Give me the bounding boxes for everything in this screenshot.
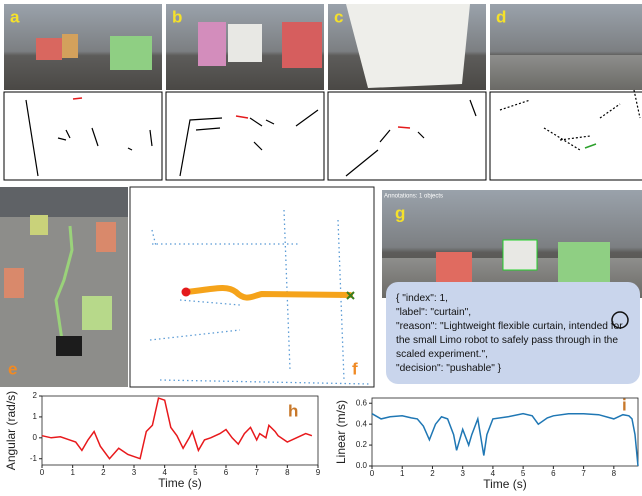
y-tick-label: 0.6 (356, 398, 368, 407)
llm-line: { "index": 1, (396, 293, 448, 304)
scan-points (26, 100, 152, 176)
scan-object (398, 127, 410, 128)
x-tick-label: 9 (316, 468, 321, 477)
scan-object (236, 116, 248, 118)
box (36, 38, 62, 60)
x-tick-label: 7 (254, 468, 259, 477)
scan (328, 92, 486, 180)
scan-points (500, 90, 640, 150)
y-tick-label: -1 (30, 454, 38, 463)
llm-line: scaled experiment.", (396, 349, 488, 360)
llm-line: "label": "curtain", (396, 307, 471, 318)
scan-robot (585, 144, 596, 148)
llm-line: "decision": "pushable" } (396, 363, 502, 374)
x-tick-label: 1 (400, 469, 405, 478)
x-tick-label: 0 (40, 468, 45, 477)
x-tick-label: 6 (551, 469, 556, 478)
panel-label: d (496, 7, 506, 26)
box (110, 36, 152, 70)
y-tick-label: 2 (33, 391, 38, 400)
panel-label: g (395, 203, 405, 222)
map (130, 187, 374, 387)
y-axis-label: Angular (rad/s) (4, 391, 18, 470)
scan (166, 92, 324, 180)
x-tick-label: 2 (430, 469, 435, 478)
panel-label: b (172, 7, 182, 26)
x-tick-label: 8 (612, 469, 617, 478)
photo-panels (4, 4, 642, 90)
panel-label: f (352, 359, 358, 378)
plot-frame (42, 396, 318, 465)
x-tick-label: 1 (70, 468, 75, 477)
detection-box (503, 240, 537, 270)
llm-line: "reason": "Lightweight flexible curtain,… (396, 321, 623, 332)
y-tick-label: 0.0 (356, 461, 368, 470)
scan-object (73, 98, 82, 99)
box (198, 22, 226, 66)
x-tick-label: 3 (460, 469, 465, 478)
wall (0, 187, 128, 217)
scan-points (180, 110, 318, 176)
robot (56, 336, 82, 356)
scan-points (346, 100, 476, 176)
scan-panels (4, 90, 642, 180)
data-line (42, 398, 312, 459)
floor (490, 55, 642, 90)
box (62, 34, 78, 58)
x-tick-label: 3 (132, 468, 137, 477)
box (282, 22, 322, 68)
x-tick-label: 0 (370, 469, 375, 478)
x-axis-label: Time (s) (483, 477, 527, 491)
x-axis-label: Time (s) (158, 476, 202, 490)
panel-label: h (288, 401, 298, 420)
scan (4, 92, 162, 180)
x-tick-label: 8 (285, 468, 290, 477)
annotation-header: Annotations: 1 objects (384, 194, 443, 200)
box (82, 296, 112, 330)
figure: Annotations: 1 objects { "index": 1, "la… (0, 0, 642, 491)
y-tick-label: 0 (33, 433, 38, 442)
llm-line: the small Limo robot to safely pass thro… (396, 335, 618, 346)
curtain (228, 24, 262, 62)
start (182, 288, 191, 297)
panel-label: e (8, 359, 17, 378)
panel-label: a (10, 7, 20, 26)
plot-frame (372, 398, 638, 466)
x-tick-label: 2 (101, 468, 106, 477)
y-tick-label: 0.2 (356, 440, 368, 449)
y-tick-label: 0.4 (356, 419, 368, 428)
box (4, 268, 24, 298)
y-tick-label: 1 (33, 412, 38, 421)
x-tick-label: 6 (224, 468, 229, 477)
box (96, 222, 116, 252)
y-axis-label: Linear (m/s) (334, 400, 348, 464)
x-tick-label: 7 (581, 469, 586, 478)
box (436, 252, 472, 284)
box (30, 215, 48, 235)
data-line (372, 414, 638, 466)
panel-label: c (334, 7, 343, 26)
